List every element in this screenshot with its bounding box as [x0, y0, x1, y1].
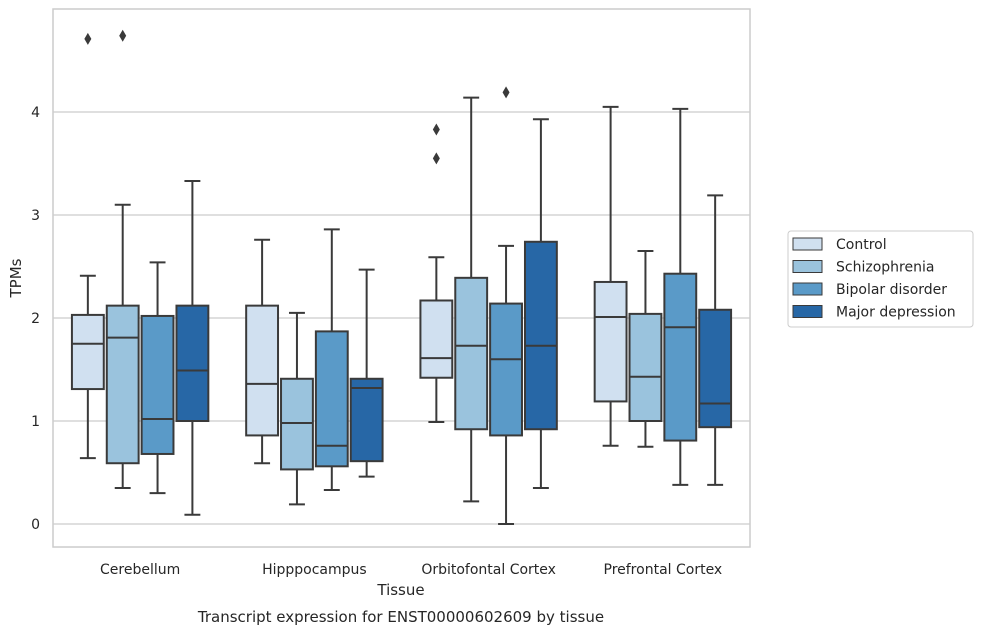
- box-control-prefrontal-cortex: [593, 105, 628, 447]
- y-tick-label: 0: [31, 517, 40, 533]
- outlier-point: [432, 152, 440, 165]
- outlier-point: [502, 86, 510, 99]
- box-schizophrenia-prefrontal-cortex: [628, 250, 663, 448]
- box-control-orbitofontal-cortex: [419, 123, 454, 424]
- box-iqr: [628, 312, 663, 423]
- box-bipolar-disorder-cerebellum: [140, 261, 175, 495]
- box-plot-area: [70, 29, 733, 525]
- legend-frame: [787, 230, 974, 328]
- box-iqr: [70, 313, 105, 391]
- y-tick-label: 3: [31, 208, 40, 224]
- box-schizophrenia-hipppocampus: [280, 311, 314, 506]
- box-iqr: [698, 308, 733, 429]
- box-iqr: [280, 377, 314, 471]
- legend-swatch: [792, 282, 823, 296]
- box-iqr: [489, 302, 523, 437]
- y-tick-label: 2: [31, 311, 40, 327]
- box-iqr: [419, 299, 454, 379]
- legend-label: Schizophrenia: [836, 260, 934, 276]
- legend: Control Schizophrenia Bipolar disorder Majo…: [787, 230, 974, 328]
- box-major-depression-orbitofontal-cortex: [523, 118, 558, 489]
- legend-label: Control: [836, 237, 887, 253]
- legend-swatch: [792, 260, 823, 273]
- outlier-point: [84, 32, 92, 45]
- outlier-point: [119, 29, 127, 42]
- x-tick-label: Hipppocampus: [262, 562, 367, 578]
- x-axis-title: Tissue: [376, 581, 424, 599]
- box-schizophrenia-orbitofontal-cortex: [454, 96, 489, 503]
- plot-frame: [52, 8, 751, 548]
- box-iqr: [140, 314, 175, 455]
- x-tick-label: Cerebellum: [100, 562, 180, 578]
- legend-swatch: [792, 237, 823, 251]
- legend-label: Major depression: [836, 305, 956, 321]
- y-tick-label: 1: [31, 414, 40, 430]
- box-major-depression-cerebellum: [175, 180, 210, 516]
- box-bipolar-disorder-prefrontal-cortex: [663, 107, 698, 486]
- box-iqr: [523, 240, 558, 431]
- legend-label: Bipolar disorder: [836, 282, 947, 298]
- x-axis-ticks: Cerebellum Hipppocampus Orbitofontal Corte…: [100, 562, 722, 578]
- chart-caption: Transcript expression for ENST0000060260…: [197, 608, 604, 626]
- box-iqr: [349, 377, 384, 463]
- box-iqr: [105, 304, 140, 465]
- x-tick-label: Orbitofontal Cortex: [421, 562, 556, 578]
- box-control-hipppocampus: [245, 238, 280, 465]
- y-axis-ticks: 0 1 2 3 4: [31, 105, 40, 533]
- y-tick-label: 4: [31, 105, 40, 121]
- box-major-depression-hipppocampus: [349, 268, 384, 478]
- box-bipolar-disorder-orbitofontal-cortex: [489, 86, 523, 525]
- box-iqr: [245, 304, 280, 437]
- outlier-point: [432, 123, 440, 136]
- legend-swatch: [792, 305, 823, 318]
- x-tick-label: Prefrontal Cortex: [604, 562, 723, 578]
- box-control-cerebellum: [70, 32, 105, 460]
- box-bipolar-disorder-hipppocampus: [314, 228, 349, 492]
- y-axis-title: TPMs: [7, 258, 25, 298]
- box-iqr: [593, 280, 628, 403]
- box-iqr: [175, 304, 210, 423]
- box-iqr: [314, 330, 349, 468]
- box-major-depression-prefrontal-cortex: [698, 194, 733, 486]
- box-schizophrenia-cerebellum: [105, 29, 140, 489]
- box-iqr: [454, 276, 489, 431]
- box-iqr: [663, 272, 698, 442]
